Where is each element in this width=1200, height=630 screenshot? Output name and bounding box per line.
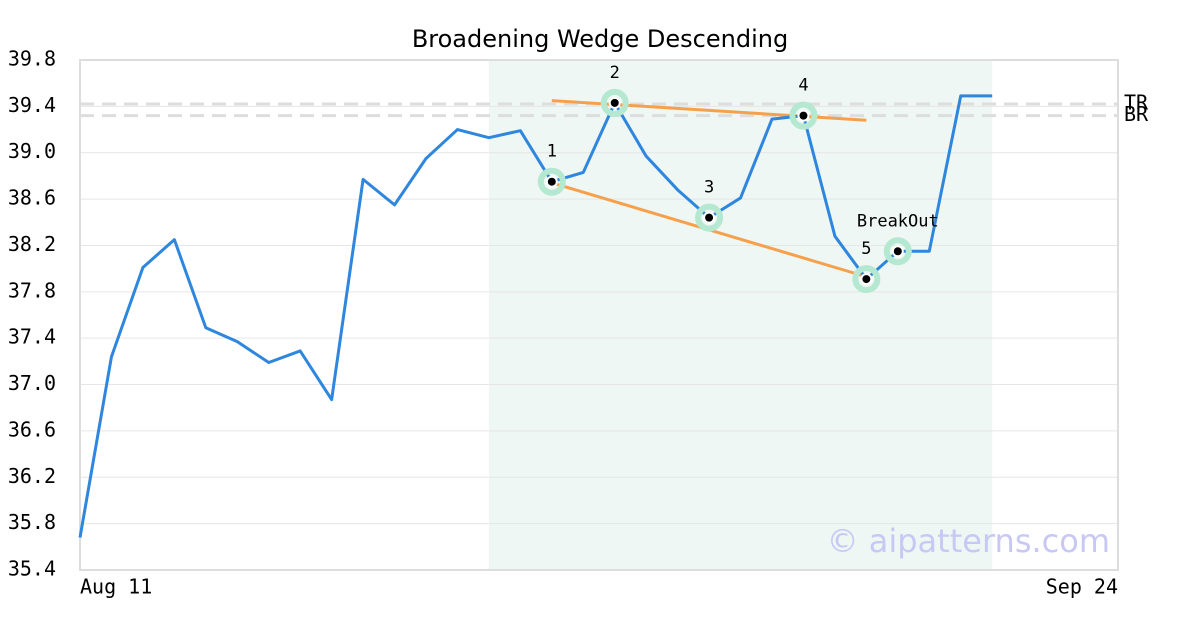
pattern-point-halo (695, 203, 724, 232)
reference-label: TR (1124, 91, 1149, 115)
pattern-point (608, 96, 621, 109)
y-tick-label: 37.4 (8, 325, 56, 349)
y-tick-label: 39.8 (8, 47, 56, 71)
y-tick-label: 36.6 (8, 417, 56, 441)
y-tick-label: 37.8 (8, 278, 56, 302)
pattern-label: 1 (547, 142, 557, 162)
pattern-point (545, 175, 558, 188)
x-tick-label: Sep 24 (1046, 575, 1118, 599)
pattern-point-halo (883, 237, 912, 266)
pattern-point (797, 109, 810, 122)
y-tick-label: 38.2 (8, 232, 56, 256)
pattern-point (891, 245, 904, 258)
pattern-point-halo (852, 265, 881, 294)
chart-title: Broadening Wedge Descending (412, 25, 788, 53)
reference-label: BR (1124, 102, 1149, 126)
watermark: © aipatterns.com (827, 522, 1110, 560)
pattern-point (703, 211, 716, 224)
y-tick-label: 35.4 (8, 557, 56, 581)
y-tick-label: 39.4 (8, 93, 56, 117)
pattern-label: BreakOut (857, 211, 939, 231)
pattern-region (488, 60, 993, 570)
plot-frame (79, 59, 1119, 571)
pattern-label: 5 (861, 239, 871, 259)
pattern-label: 3 (704, 178, 714, 198)
pattern-point-halo (537, 167, 566, 196)
y-tick-label: 36.2 (8, 464, 56, 488)
y-tick-label: 38.6 (8, 186, 56, 210)
pattern-label: 4 (798, 76, 808, 96)
y-tick-label: 39.0 (8, 139, 56, 163)
price-line (78, 94, 993, 538)
x-tick-label: Aug 11 (80, 575, 152, 599)
pattern-point-halo (789, 101, 818, 130)
pattern-point (860, 273, 873, 286)
pattern-point-halo (600, 88, 629, 117)
pattern-label: 2 (610, 63, 620, 83)
y-tick-label: 37.0 (8, 371, 56, 395)
y-tick-label: 35.8 (8, 510, 56, 534)
